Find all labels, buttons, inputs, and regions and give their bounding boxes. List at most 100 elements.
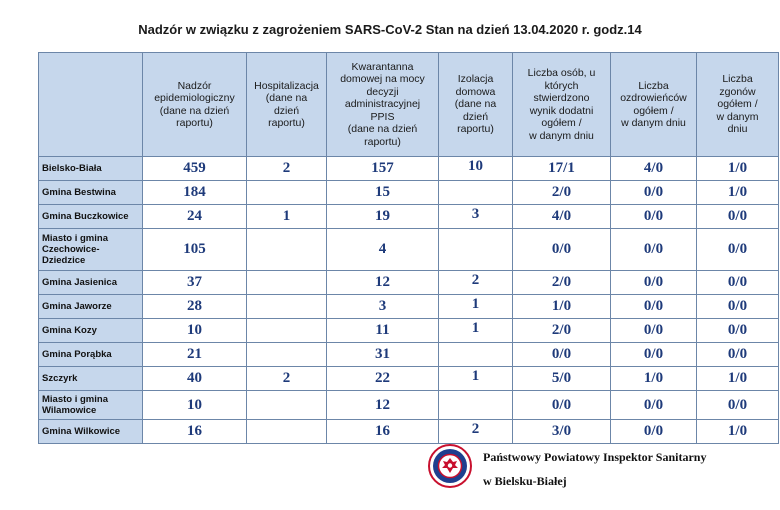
- cell-hosp: [246, 390, 327, 420]
- cell-dodatni: 4/0: [512, 204, 611, 229]
- table-row: Gmina Porąbka 21 31 0/0 0/0 0/0: [38, 342, 779, 367]
- row-name: Miasto i gmina Czechowice-Dziedzice: [38, 228, 143, 271]
- cell-izol: [438, 390, 513, 420]
- cell-kwar: 22: [326, 366, 439, 391]
- cell-ozdr: 0/0: [610, 390, 697, 420]
- cell-ozdr: 0/0: [610, 228, 697, 271]
- cell-dodatni: 17/1: [512, 156, 611, 181]
- cell-kwar: 15: [326, 180, 439, 205]
- cell-hosp: 2: [246, 366, 327, 391]
- cell-hosp: [246, 228, 327, 271]
- table-row: Gmina Bestwina 184 15 2/0 0/0 1/0: [38, 180, 779, 205]
- header-ozdrowiency: Liczba ozdrowieńców ogółem / w danym dni…: [610, 52, 697, 157]
- row-name: Gmina Jasienica: [38, 270, 143, 295]
- cell-nadzor: 10: [142, 390, 247, 420]
- cell-nadzor: 37: [142, 270, 247, 295]
- row-name: Bielsko-Biała: [38, 156, 143, 181]
- table-row: Gmina Buczkowice 24 1 19 3 4/0 0/0 0/0: [38, 204, 779, 229]
- table-row: Gmina Jasienica 37 12 2 2/0 0/0 0/0: [38, 270, 779, 295]
- cell-ozdr: 4/0: [610, 156, 697, 181]
- cell-ozdr: 0/0: [610, 270, 697, 295]
- cell-nadzor: 40: [142, 366, 247, 391]
- cell-nadzor: 16: [142, 419, 247, 444]
- cell-ozdr: 0/0: [610, 204, 697, 229]
- header-zgony: Liczba zgonów ogółem / w danym dniu: [696, 52, 779, 157]
- table-row: Bielsko-Biała 459 2 157 10 17/1 4/0 1/0: [38, 156, 779, 181]
- cell-izol: 3: [438, 204, 513, 229]
- cell-zgony: 0/0: [696, 342, 779, 367]
- cell-dodatni: 2/0: [512, 318, 611, 343]
- cell-hosp: [246, 318, 327, 343]
- cell-zgony: 0/0: [696, 270, 779, 295]
- header-dodatni: Liczba osób, u których stwierdzono wynik…: [512, 52, 611, 157]
- cell-hosp: [246, 270, 327, 295]
- cell-dodatni: 2/0: [512, 270, 611, 295]
- cell-hosp: 2: [246, 156, 327, 181]
- cell-ozdr: 1/0: [610, 366, 697, 391]
- header-hospitalizacja: Hospitalizacja (dane na dzień raportu): [246, 52, 327, 157]
- sanepid-seal-icon: [428, 444, 472, 488]
- row-name: Szczyrk: [38, 366, 143, 391]
- header-row: Nadzór epidemiologiczny (dane na dzień r…: [38, 52, 779, 157]
- cell-dodatni: 3/0: [512, 419, 611, 444]
- inspector-title: Państwowy Powiatowy Inspektor Sanitarny: [483, 450, 707, 464]
- header-kwarantanna: Kwarantanna domowej na mocy decyzji admi…: [326, 52, 439, 157]
- inspector-location: w Bielsku-Białej: [483, 474, 567, 488]
- cell-kwar: 19: [326, 204, 439, 229]
- cell-dodatni: 5/0: [512, 366, 611, 391]
- cell-hosp: 1: [246, 204, 327, 229]
- cell-nadzor: 21: [142, 342, 247, 367]
- table-row: Szczyrk 40 2 22 1 5/0 1/0 1/0: [38, 366, 779, 391]
- cell-kwar: 12: [326, 270, 439, 295]
- cell-zgony: 1/0: [696, 366, 779, 391]
- cell-dodatni: 1/0: [512, 294, 611, 319]
- cell-zgony: 0/0: [696, 294, 779, 319]
- cell-zgony: 1/0: [696, 156, 779, 181]
- table-row: Gmina Jaworze 28 3 1 1/0 0/0 0/0: [38, 294, 779, 319]
- cell-ozdr: 0/0: [610, 294, 697, 319]
- header-blank: [38, 52, 143, 157]
- cell-nadzor: 28: [142, 294, 247, 319]
- cell-izol: 10: [438, 156, 513, 181]
- cell-zgony: 1/0: [696, 419, 779, 444]
- page-title: Nadzór w związku z zagrożeniem SARS-CoV-…: [138, 22, 642, 37]
- footer-signature: Państwowy Powiatowy Inspektor Sanitarny …: [428, 444, 768, 494]
- row-name: Gmina Porąbka: [38, 342, 143, 367]
- cell-ozdr: 0/0: [610, 180, 697, 205]
- cell-ozdr: 0/0: [610, 318, 697, 343]
- cell-izol: 1: [438, 366, 513, 391]
- cell-nadzor: 10: [142, 318, 247, 343]
- cell-dodatni: 2/0: [512, 180, 611, 205]
- row-name: Gmina Kozy: [38, 318, 143, 343]
- covid-report-table: Nadzór epidemiologiczny (dane na dzień r…: [38, 52, 779, 444]
- cell-izol: 2: [438, 419, 513, 444]
- cell-dodatni: 0/0: [512, 228, 611, 271]
- cell-kwar: 157: [326, 156, 439, 181]
- cell-ozdr: 0/0: [610, 342, 697, 367]
- cell-hosp: [246, 419, 327, 444]
- cell-kwar: 3: [326, 294, 439, 319]
- cell-ozdr: 0/0: [610, 419, 697, 444]
- cell-kwar: 11: [326, 318, 439, 343]
- header-nadzor: Nadzór epidemiologiczny (dane na dzień r…: [142, 52, 247, 157]
- cell-nadzor: 105: [142, 228, 247, 271]
- header-izolacja: Izolacja domowa (dane na dzień raportu): [438, 52, 513, 157]
- table-row: Gmina Kozy 10 11 1 2/0 0/0 0/0: [38, 318, 779, 343]
- cell-dodatni: 0/0: [512, 342, 611, 367]
- cell-hosp: [246, 180, 327, 205]
- cell-izol: [438, 342, 513, 367]
- cell-dodatni: 0/0: [512, 390, 611, 420]
- cell-zgony: 0/0: [696, 204, 779, 229]
- table-row: Miasto i gmina Czechowice-Dziedzice 105 …: [38, 228, 779, 271]
- cell-hosp: [246, 294, 327, 319]
- row-name: Gmina Jaworze: [38, 294, 143, 319]
- cell-nadzor: 184: [142, 180, 247, 205]
- row-name: Gmina Buczkowice: [38, 204, 143, 229]
- table-row: Miasto i gmina Wilamowice 10 12 0/0 0/0 …: [38, 390, 779, 420]
- cell-izol: 1: [438, 318, 513, 343]
- row-name: Gmina Wilkowice: [38, 419, 143, 444]
- cell-kwar: 16: [326, 419, 439, 444]
- cell-hosp: [246, 342, 327, 367]
- cell-izol: [438, 180, 513, 205]
- table-row: Gmina Wilkowice 16 16 2 3/0 0/0 1/0: [38, 419, 779, 444]
